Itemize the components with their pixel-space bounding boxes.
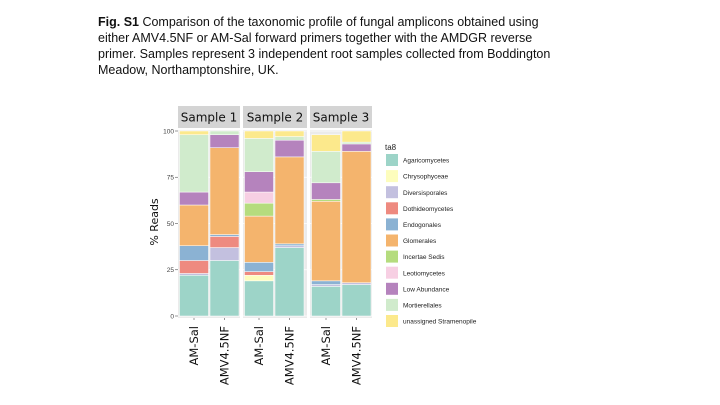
bar-segment-sample-2-amv4-5nf-low-abundance <box>274 140 305 158</box>
bar-segment-sample-2-amv4-5nf-glomerales <box>274 156 305 245</box>
bar-segment-sample-3-am-sal-incertae-sedis <box>311 199 341 202</box>
bar-segment-sample-3-amv4-5nf-low-abundance <box>341 143 372 152</box>
legend-key-dothideomycetes <box>386 202 398 215</box>
legend-label-unassigned-stramenopile: unassigned Stramenopile <box>403 319 477 326</box>
legend-key-diversisporales <box>386 186 398 199</box>
legend-label-incertae-sedis: Incertae Sedis <box>403 254 445 261</box>
bar-segment-sample-3-amv4-5nf-agaricomycetes <box>341 284 372 317</box>
legend-label-leotiomycetes: Leotiomycetes <box>403 270 446 277</box>
bar-segment-sample-2-am-sal-mortierellales <box>244 138 274 172</box>
bar-segment-sample-3-amv4-5nf-unassigned-stramenopile <box>341 130 372 143</box>
legend-label-diversisporales: Diversisporales <box>403 190 448 197</box>
facet-label-sample-3: Sample 3 <box>313 111 369 125</box>
bar-segment-sample-1-am-sal-endogonales <box>179 245 209 261</box>
bar-segment-sample-2-am-sal-leotiomycetes <box>244 191 274 204</box>
bar-segment-sample-2-amv4-5nf-agaricomycetes <box>274 247 305 317</box>
y-tick-label-75: 75 <box>167 175 175 182</box>
legend-key-incertae-sedis <box>386 250 398 263</box>
legend-title: ta8 <box>385 143 397 152</box>
y-tick-label-50: 50 <box>167 221 175 228</box>
x-tick-label-sample-2-amv4-5nf: AMV4.5NF <box>283 326 297 385</box>
bar-segment-sample-2-amv4-5nf-diversisporales <box>274 245 305 248</box>
y-tick-label-0: 0 <box>170 313 174 320</box>
bar-segment-sample-2-am-sal-unassigned-stramenopile <box>244 130 274 139</box>
legend-key-low-abundance <box>386 282 398 295</box>
y-axis-title: % Reads <box>148 198 161 246</box>
x-tick-label-sample-2-am-sal: AM-Sal <box>252 326 266 365</box>
bar-segment-sample-2-am-sal-dothideomycetes <box>244 271 274 276</box>
facet-strip-sample-3 <box>310 106 372 128</box>
bar-segment-sample-2-amv4-5nf-unassigned-stramenopile <box>274 130 305 137</box>
x-axis: AM-Sal AMV4.5NF AM-Sal AMV4.5NF AM-Sal AMV4.5… <box>187 318 364 385</box>
legend-label-mortierellales: Mortierellales <box>403 303 442 310</box>
legend-key-endogonales <box>386 218 398 231</box>
bar-segment-sample-1-amv4-5nf-agaricomycetes <box>209 260 240 317</box>
bar-segment-sample-1-amv4-5nf-low-abundance <box>209 134 240 148</box>
bar-segment-sample-3-amv4-5nf-glomerales <box>341 151 372 283</box>
bar-segment-sample-1-am-sal-mortierellales <box>179 134 209 193</box>
legend-label-glomerales: Glomerales <box>403 238 437 245</box>
bar-segment-sample-2-amv4-5nf-endogonales <box>274 243 305 246</box>
bar-segment-sample-2-am-sal-incertae-sedis <box>244 202 274 217</box>
bar-segment-sample-1-am-sal-dothideomycetes <box>179 260 209 274</box>
legend-label-endogonales: Endogonales <box>403 222 442 229</box>
x-tick-label-sample-1-am-sal: AM-Sal <box>187 326 201 365</box>
bar-segment-sample-1-amv4-5nf-endogonales <box>209 234 240 237</box>
legend-key-leotiomycetes <box>386 266 398 279</box>
x-tick-label-sample-3-amv4-5nf: AMV4.5NF <box>350 326 364 385</box>
bar-segment-sample-3-am-sal-glomerales <box>311 201 341 282</box>
bar-segment-sample-1-amv4-5nf-glomerales <box>209 147 240 235</box>
y-axis: 0 25 50 75 100 <box>163 128 178 320</box>
facet-label-sample-2: Sample 2 <box>247 111 303 125</box>
bar-segment-sample-1-am-sal-glomerales <box>179 204 209 246</box>
bar-segment-sample-2-am-sal-chrysophyceae <box>244 275 274 282</box>
legend-key-unassigned-stramenopile <box>386 315 398 327</box>
legend-key-glomerales <box>386 234 398 247</box>
legend-key-agaricomycetes <box>386 154 398 166</box>
bar-segment-sample-2-am-sal-agaricomycetes <box>244 280 274 317</box>
bar-segment-sample-1-am-sal-agaricomycetes <box>179 275 209 317</box>
bar-segment-sample-2-am-sal-endogonales <box>244 262 274 272</box>
facet-strip-sample-2 <box>243 106 307 128</box>
y-tick-label-25: 25 <box>167 267 175 274</box>
bar-segment-sample-1-amv4-5nf-dothideomycetes <box>209 236 240 248</box>
bar-segment-sample-3-amv4-5nf-diversisporales <box>341 282 372 285</box>
caption-text: Comparison of the taxonomic profile of f… <box>98 15 551 77</box>
bar-segment-sample-2-am-sal-low-abundance <box>244 171 274 193</box>
caption-label: Fig. S1 <box>98 15 139 29</box>
bar-segment-sample-3-am-sal-mortierellales <box>311 151 341 184</box>
legend: ta8 Agaricomycetes Chrysophyceae Diversisp… <box>385 143 477 327</box>
legend-label-dothideomycetes: Dothideomycetes <box>403 206 454 213</box>
bar-segment-sample-3-am-sal-agaricomycetes <box>311 286 341 317</box>
y-tick-label-100: 100 <box>163 128 174 135</box>
facet-label-sample-1: Sample 1 <box>181 111 237 125</box>
bar-segment-sample-1-am-sal-diversisporales <box>179 273 209 276</box>
bar-segment-sample-2-amv4-5nf-mortierellales <box>274 136 305 141</box>
bar-segment-sample-1-amv4-5nf-mortierellales <box>209 130 240 135</box>
legend-label-chrysophyceae: Chrysophyceae <box>403 174 449 181</box>
bars <box>179 130 372 317</box>
legend-key-mortierellales <box>386 298 398 311</box>
legend-key-chrysophyceae <box>386 170 398 183</box>
bar-segment-sample-3-am-sal-unassigned-stramenopile <box>311 134 341 152</box>
bar-segment-sample-3-am-sal-diversisporales <box>311 284 341 287</box>
bar-segment-sample-1-am-sal-unassigned-stramenopile <box>179 130 209 135</box>
figure-caption: Fig. S1 Comparison of the taxonomic prof… <box>98 14 568 78</box>
x-tick-label-sample-3-am-sal: AM-Sal <box>319 326 333 365</box>
bar-segment-sample-3-amv4-5nf-mortierellales <box>341 141 372 145</box>
bar-segment-sample-1-amv4-5nf-diversisporales <box>209 247 240 261</box>
facet-strip-sample-1 <box>178 106 240 128</box>
bar-segment-sample-2-am-sal-glomerales <box>244 215 274 263</box>
bar-segment-sample-3-am-sal-endogonales <box>311 280 341 285</box>
legend-label-low-abundance: Low Abundance <box>403 286 450 293</box>
legend-label-agaricomycetes: Agaricomycetes <box>403 158 450 165</box>
x-tick-label-sample-1-amv4-5nf: AMV4.5NF <box>218 326 232 385</box>
bar-segment-sample-3-am-sal-low-abundance <box>311 182 341 200</box>
bar-segment-sample-1-am-sal-low-abundance <box>179 191 209 206</box>
